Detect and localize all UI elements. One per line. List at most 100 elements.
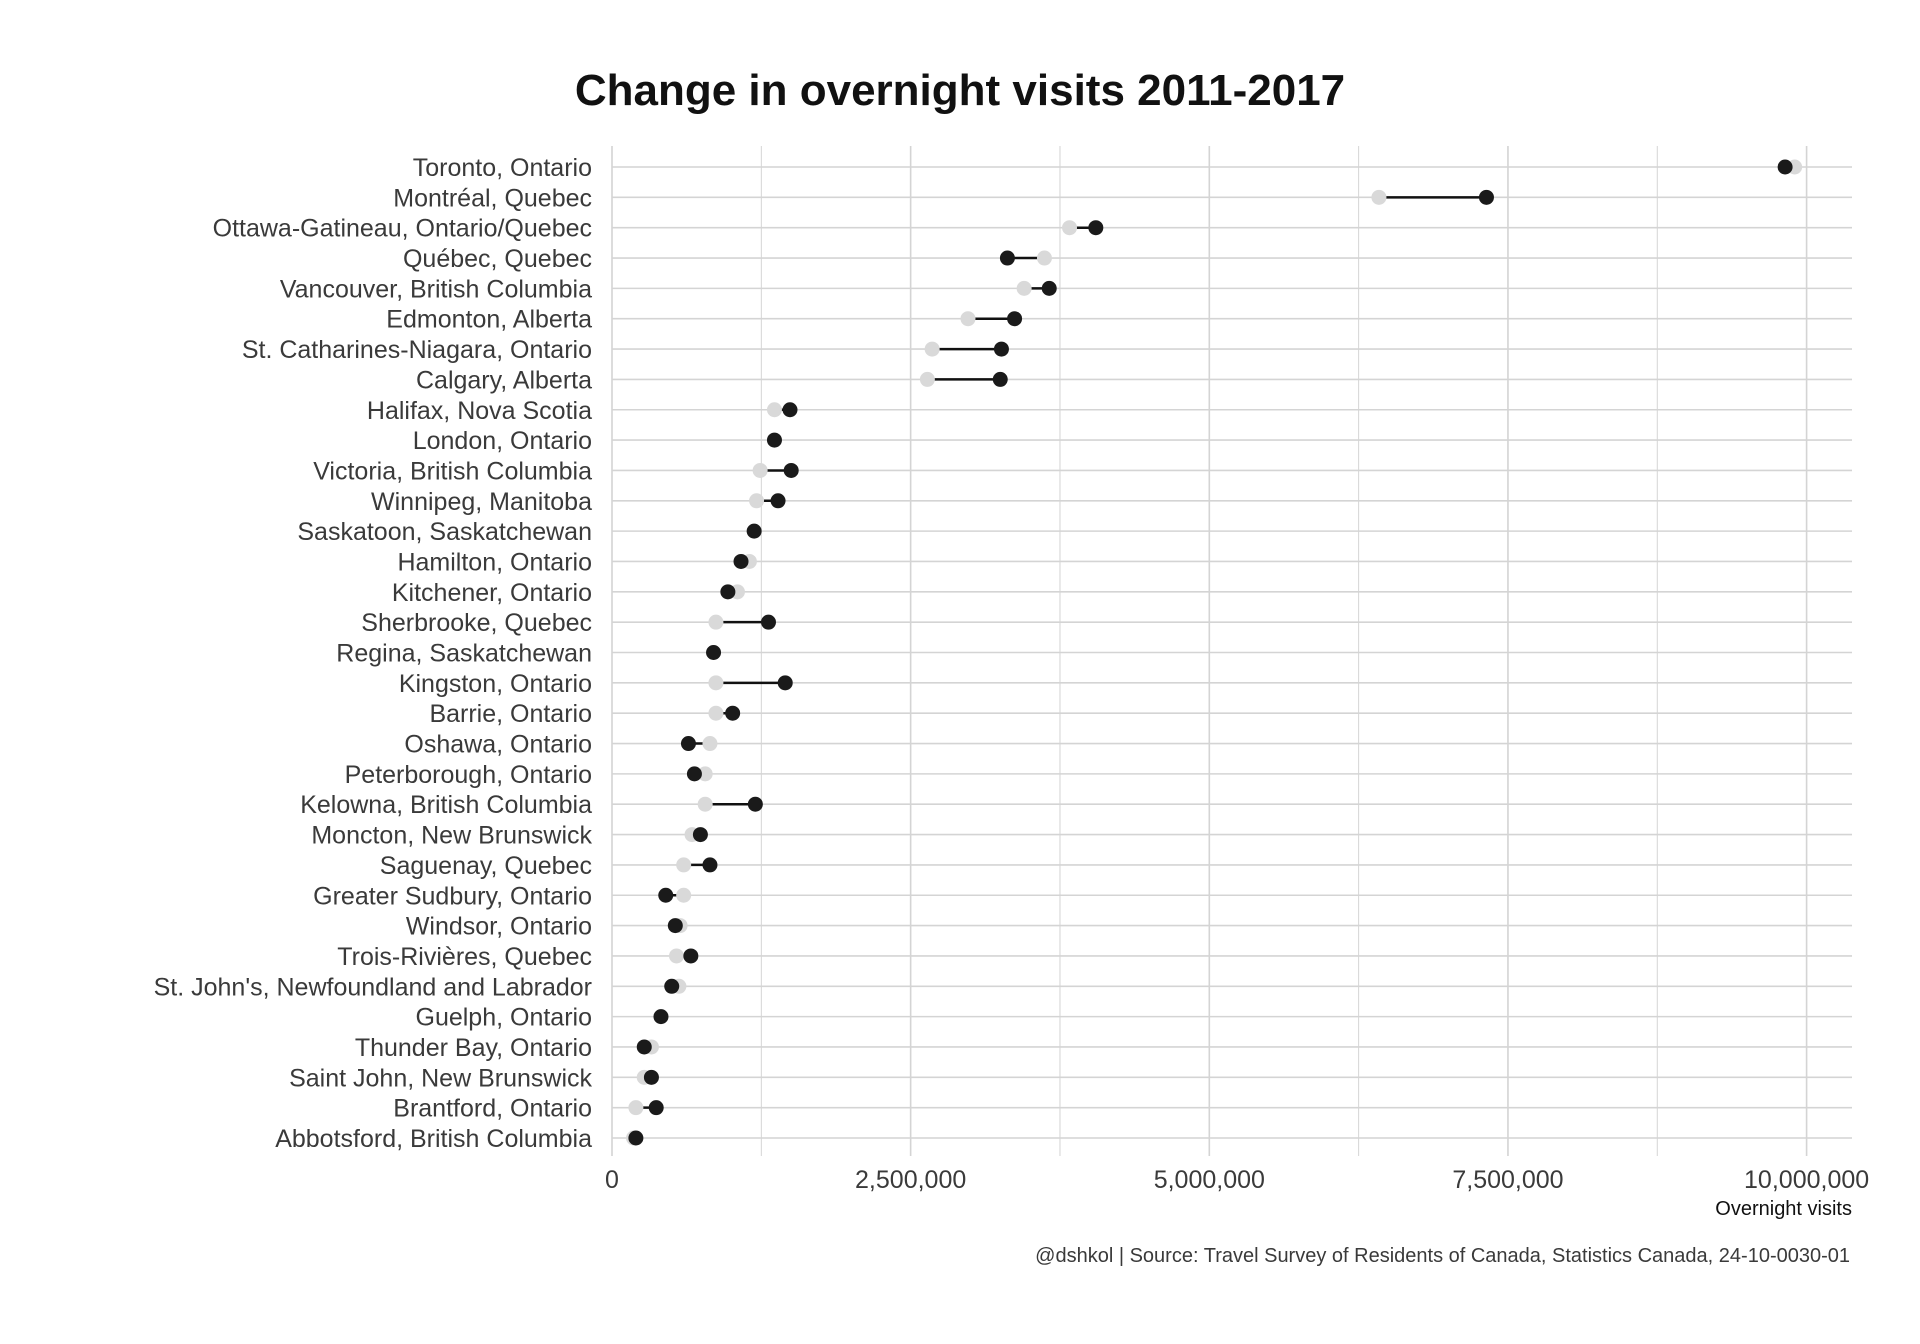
category-label: Kelowna, British Columbia bbox=[300, 791, 592, 819]
start-dot bbox=[708, 675, 724, 691]
category-label: Saskatoon, Saskatchewan bbox=[297, 518, 592, 546]
end-dot bbox=[658, 887, 674, 903]
category-label: Montréal, Quebec bbox=[393, 184, 592, 212]
end-dot bbox=[777, 675, 793, 691]
category-label: Hamilton, Ontario bbox=[397, 548, 592, 576]
end-dot bbox=[692, 827, 708, 843]
category-label: Edmonton, Alberta bbox=[386, 306, 592, 334]
category-label: Guelph, Ontario bbox=[416, 1004, 593, 1032]
category-label: London, Ontario bbox=[413, 427, 592, 455]
end-dot bbox=[1478, 189, 1494, 205]
chart-title: Change in overnight visits 2011-2017 bbox=[574, 66, 1346, 115]
end-dot bbox=[760, 614, 776, 630]
category-label: Trois-Rivières, Quebec bbox=[337, 943, 592, 971]
major-gridlines bbox=[611, 146, 1808, 1156]
end-dot bbox=[653, 1009, 669, 1025]
end-dot bbox=[1041, 280, 1057, 296]
category-label: Calgary, Alberta bbox=[416, 366, 592, 394]
source-caption: @dshkol | Source: Travel Survey of Resid… bbox=[1035, 1245, 1850, 1267]
category-label: Winnipeg, Manitoba bbox=[371, 488, 592, 516]
category-label: Regina, Saskatchewan bbox=[336, 640, 592, 668]
category-label: Windsor, Ontario bbox=[406, 913, 592, 941]
start-dot bbox=[1062, 220, 1078, 236]
category-label: Victoria, British Columbia bbox=[313, 457, 592, 485]
end-dot bbox=[683, 948, 699, 964]
x-tick-labels: 0 2,500,000 5,000,000 7,500,000 10,000,000 bbox=[605, 1166, 1869, 1194]
category-label: Peterborough, Ontario bbox=[345, 761, 592, 789]
end-dots bbox=[628, 159, 1793, 1146]
category-label: St. Catharines-Niagara, Ontario bbox=[242, 336, 592, 364]
category-label: Kingston, Ontario bbox=[399, 670, 592, 698]
end-dot bbox=[648, 1100, 664, 1116]
x-tick-label: 2,500,000 bbox=[855, 1166, 966, 1194]
end-dot bbox=[725, 705, 741, 721]
minor-gridlines bbox=[760, 146, 1658, 1156]
start-dot bbox=[708, 705, 724, 721]
end-dot bbox=[686, 766, 702, 782]
end-dot bbox=[643, 1069, 659, 1085]
end-dot bbox=[636, 1039, 652, 1055]
end-dot bbox=[664, 978, 680, 994]
end-dot bbox=[992, 371, 1008, 387]
category-label: Saint John, New Brunswick bbox=[289, 1064, 592, 1092]
end-dot bbox=[628, 1130, 644, 1146]
category-gridlines bbox=[612, 166, 1852, 1139]
end-dot bbox=[999, 250, 1015, 266]
category-label: Brantford, Ontario bbox=[393, 1095, 592, 1123]
end-dot bbox=[1088, 220, 1104, 236]
end-dot bbox=[680, 736, 696, 752]
end-dot bbox=[667, 918, 683, 934]
category-label: Vancouver, British Columbia bbox=[280, 275, 592, 303]
start-dot bbox=[702, 736, 718, 752]
end-dot bbox=[993, 341, 1009, 357]
category-label: Greater Sudbury, Ontario bbox=[313, 882, 592, 910]
end-dot bbox=[720, 584, 736, 600]
end-dot bbox=[733, 553, 749, 569]
category-label: Toronto, Ontario bbox=[413, 154, 592, 182]
x-tick-label: 0 bbox=[605, 1166, 619, 1194]
category-label: Barrie, Ontario bbox=[429, 700, 592, 728]
end-dot bbox=[746, 523, 762, 539]
x-axis-title: Overnight visits bbox=[1715, 1198, 1852, 1220]
start-dot bbox=[1371, 189, 1387, 205]
x-tick-label: 7,500,000 bbox=[1452, 1166, 1563, 1194]
start-dot bbox=[749, 493, 765, 509]
end-dot bbox=[702, 857, 718, 873]
end-dot bbox=[770, 493, 786, 509]
category-label: Abbotsford, British Columbia bbox=[275, 1125, 592, 1153]
end-dot bbox=[766, 432, 782, 448]
start-dot bbox=[697, 796, 713, 812]
category-label: Moncton, New Brunswick bbox=[311, 822, 592, 850]
end-dot bbox=[1777, 159, 1793, 175]
end-dot bbox=[782, 402, 798, 418]
start-dot bbox=[766, 402, 782, 418]
start-dot bbox=[1016, 280, 1032, 296]
category-label: Ottawa-Gatineau, Ontario/Quebec bbox=[213, 215, 592, 243]
start-dot bbox=[924, 341, 940, 357]
start-dot bbox=[1036, 250, 1052, 266]
category-label: Thunder Bay, Ontario bbox=[355, 1034, 592, 1062]
start-dot bbox=[676, 887, 692, 903]
start-dot bbox=[752, 462, 768, 478]
category-label: St. John's, Newfoundland and Labrador bbox=[154, 973, 592, 1001]
start-dot bbox=[919, 371, 935, 387]
end-dot bbox=[783, 462, 799, 478]
category-label: Saguenay, Quebec bbox=[380, 852, 592, 880]
start-dot bbox=[676, 857, 692, 873]
x-tick-label: 10,000,000 bbox=[1744, 1166, 1869, 1194]
start-dot bbox=[697, 766, 713, 782]
category-label: Québec, Quebec bbox=[403, 245, 592, 273]
start-dot bbox=[628, 1100, 644, 1116]
category-label: Oshawa, Ontario bbox=[404, 731, 592, 759]
category-label: Halifax, Nova Scotia bbox=[367, 397, 592, 425]
end-dot bbox=[706, 645, 722, 660]
end-dot bbox=[1007, 311, 1023, 327]
start-dot bbox=[708, 614, 724, 630]
end-dot bbox=[747, 796, 763, 812]
category-label: Sherbrooke, Quebec bbox=[361, 609, 592, 637]
category-label: Kitchener, Ontario bbox=[392, 579, 592, 607]
x-tick-label: 5,000,000 bbox=[1154, 1166, 1265, 1194]
start-dot bbox=[960, 311, 976, 327]
